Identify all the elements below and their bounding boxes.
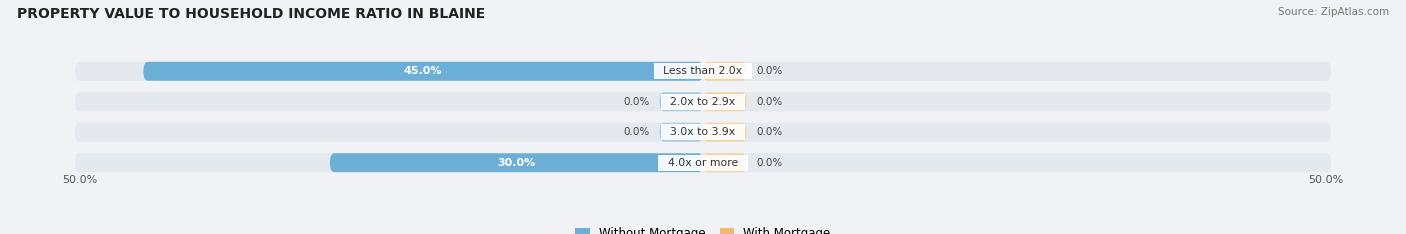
FancyBboxPatch shape: [703, 92, 747, 111]
Text: 0.0%: 0.0%: [756, 158, 783, 168]
Text: 0.0%: 0.0%: [756, 66, 783, 76]
Text: 3.0x to 3.9x: 3.0x to 3.9x: [664, 127, 742, 137]
FancyBboxPatch shape: [330, 153, 703, 172]
Text: 30.0%: 30.0%: [498, 158, 536, 168]
FancyBboxPatch shape: [659, 92, 703, 111]
FancyBboxPatch shape: [659, 123, 703, 142]
FancyBboxPatch shape: [703, 62, 747, 81]
FancyBboxPatch shape: [75, 62, 1331, 81]
Legend: Without Mortgage, With Mortgage: Without Mortgage, With Mortgage: [571, 222, 835, 234]
Text: 50.0%: 50.0%: [62, 176, 97, 185]
FancyBboxPatch shape: [75, 92, 1331, 111]
FancyBboxPatch shape: [75, 123, 1331, 142]
FancyBboxPatch shape: [703, 153, 747, 172]
FancyBboxPatch shape: [75, 153, 1331, 172]
FancyBboxPatch shape: [143, 62, 703, 81]
Text: 0.0%: 0.0%: [623, 127, 650, 137]
Text: 0.0%: 0.0%: [756, 127, 783, 137]
Text: 0.0%: 0.0%: [756, 97, 783, 107]
Text: Less than 2.0x: Less than 2.0x: [657, 66, 749, 76]
Text: 0.0%: 0.0%: [623, 97, 650, 107]
Text: Source: ZipAtlas.com: Source: ZipAtlas.com: [1278, 7, 1389, 17]
FancyBboxPatch shape: [703, 123, 747, 142]
Text: PROPERTY VALUE TO HOUSEHOLD INCOME RATIO IN BLAINE: PROPERTY VALUE TO HOUSEHOLD INCOME RATIO…: [17, 7, 485, 21]
Text: 2.0x to 2.9x: 2.0x to 2.9x: [664, 97, 742, 107]
Text: 4.0x or more: 4.0x or more: [661, 158, 745, 168]
Text: 50.0%: 50.0%: [1309, 176, 1344, 185]
Text: 45.0%: 45.0%: [404, 66, 443, 76]
